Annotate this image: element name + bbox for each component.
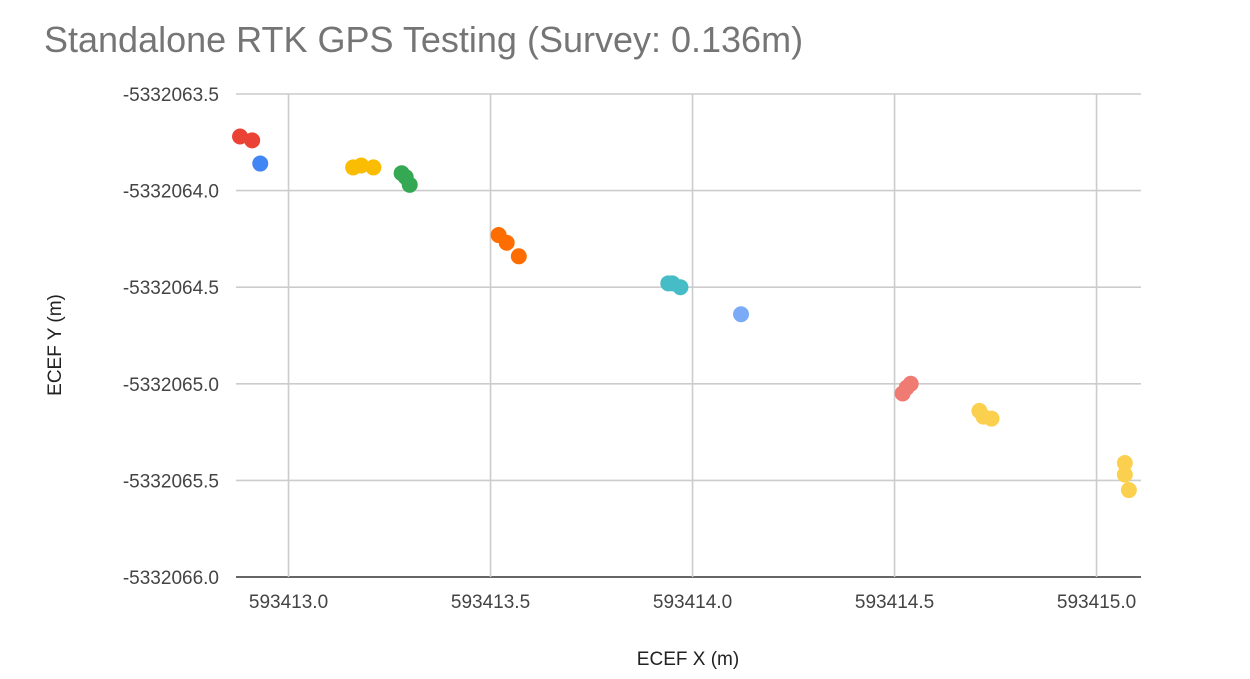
- x-tick-label: 593413.5: [451, 592, 530, 613]
- x-tick-label: 593413.0: [249, 592, 328, 613]
- y-tick-label: -5332063.5: [123, 85, 219, 106]
- data-point-series-5: [510, 248, 527, 265]
- data-point-series-3: [365, 159, 382, 176]
- y-axis-label: ECEF Y (m): [45, 294, 66, 396]
- x-axis-label: ECEF X (m): [637, 649, 739, 670]
- data-point-series-5: [498, 234, 515, 251]
- data-point-series-8: [902, 375, 919, 392]
- data-point-series-9: [1120, 482, 1137, 499]
- x-tick-label: 593414.0: [653, 592, 732, 613]
- data-point-series-4: [401, 176, 418, 193]
- point-layer: [232, 128, 1137, 499]
- data-point-series-7: [733, 306, 750, 323]
- y-tick-label: -5332065.5: [123, 471, 219, 492]
- y-tick-label: -5332065.0: [123, 375, 219, 396]
- data-point-series-2: [252, 155, 269, 172]
- data-point-series-6: [672, 279, 689, 296]
- x-tick-label: 593415.0: [1057, 592, 1136, 613]
- y-tick-label: -5332064.5: [123, 278, 219, 299]
- y-tick-label: -5332066.0: [123, 568, 219, 589]
- data-point-series-9: [983, 410, 1000, 427]
- grid-layer: [236, 93, 1141, 578]
- data-point-series-9: [1116, 455, 1133, 472]
- y-tick-label: -5332064.0: [123, 182, 219, 203]
- data-point-series-1: [244, 132, 261, 149]
- data-point-series-1: [232, 128, 249, 145]
- chart-title: Standalone RTK GPS Testing (Survey: 0.13…: [44, 19, 803, 60]
- data-point-series-3: [353, 157, 370, 174]
- tick-layer: -5332063.5 -5332064.0 -5332064.5 -5332065.0…: [123, 85, 1136, 613]
- data-point-series-9: [1116, 466, 1133, 483]
- x-tick-label: 593414.5: [855, 592, 934, 613]
